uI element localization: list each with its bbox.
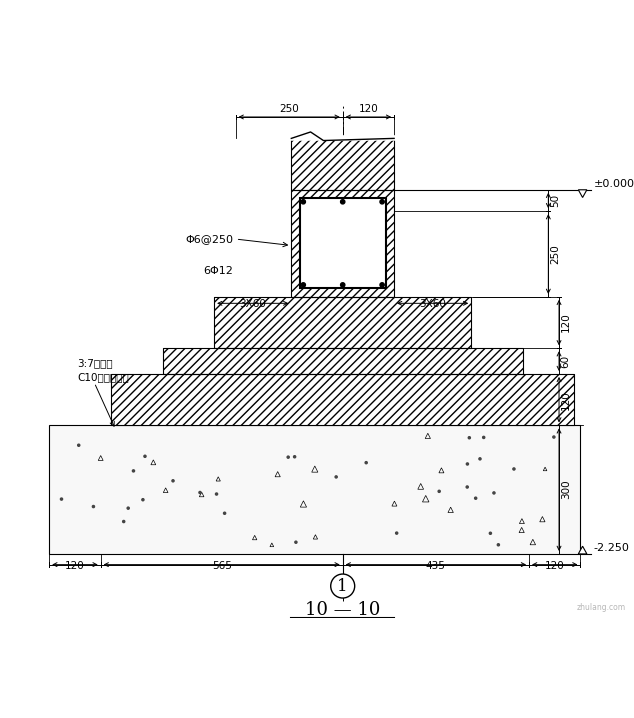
Circle shape (301, 200, 306, 204)
Bar (291, 190, 394, 297)
Circle shape (467, 463, 469, 465)
Text: 60: 60 (560, 355, 571, 368)
Bar (163, 348, 522, 374)
Circle shape (224, 512, 226, 514)
Circle shape (287, 456, 289, 458)
Circle shape (340, 200, 345, 204)
Circle shape (122, 521, 125, 523)
Circle shape (294, 456, 295, 458)
Bar (291, 190, 394, 297)
Circle shape (365, 462, 367, 464)
Circle shape (172, 480, 174, 482)
Bar (49, 425, 581, 554)
Text: zhulang.com: zhulang.com (576, 603, 625, 612)
Text: 250: 250 (280, 104, 299, 114)
Circle shape (127, 507, 129, 509)
Circle shape (475, 497, 477, 499)
Circle shape (331, 574, 354, 598)
Circle shape (199, 491, 201, 493)
Text: 3:7灰土或
C10混凝土垫层: 3:7灰土或 C10混凝土垫层 (77, 358, 129, 382)
Text: 10 — 10: 10 — 10 (305, 600, 380, 619)
Bar (112, 374, 574, 425)
Text: 250: 250 (550, 244, 560, 264)
Text: 120: 120 (560, 313, 571, 332)
Circle shape (77, 444, 80, 447)
Text: 565: 565 (212, 561, 231, 571)
Circle shape (493, 492, 495, 494)
Text: 435: 435 (426, 561, 446, 571)
Polygon shape (578, 546, 587, 554)
Polygon shape (578, 190, 587, 197)
Text: 1: 1 (337, 577, 348, 595)
Text: Φ6@250: Φ6@250 (186, 234, 233, 244)
Circle shape (144, 455, 146, 457)
Text: 6Φ12: 6Φ12 (204, 266, 233, 276)
Circle shape (380, 200, 384, 204)
Circle shape (396, 532, 398, 534)
Circle shape (93, 505, 94, 508)
Text: 120: 120 (65, 561, 85, 571)
Text: 3X60: 3X60 (419, 299, 446, 309)
Circle shape (482, 437, 485, 439)
Text: 50: 50 (550, 194, 560, 207)
Circle shape (438, 490, 440, 493)
Bar (291, 139, 394, 190)
Circle shape (469, 437, 470, 439)
Circle shape (133, 470, 134, 472)
Circle shape (489, 532, 491, 534)
Text: 3X60: 3X60 (239, 299, 266, 309)
Circle shape (553, 436, 555, 438)
Circle shape (301, 283, 306, 287)
Bar (214, 297, 471, 348)
Circle shape (513, 468, 515, 470)
Text: 120: 120 (560, 390, 571, 409)
Text: 300: 300 (560, 480, 571, 500)
Text: 120: 120 (359, 104, 378, 114)
Text: ±0.000: ±0.000 (593, 179, 634, 189)
Text: 120: 120 (545, 561, 565, 571)
Circle shape (335, 476, 337, 478)
Bar (112, 374, 574, 425)
Circle shape (295, 541, 297, 544)
Bar (291, 139, 394, 190)
Bar (300, 198, 385, 289)
Circle shape (479, 458, 481, 460)
Bar (163, 348, 522, 374)
Text: -2.250: -2.250 (593, 543, 629, 553)
Circle shape (60, 498, 63, 500)
Circle shape (216, 493, 217, 495)
Circle shape (466, 486, 469, 488)
Circle shape (380, 283, 384, 287)
Circle shape (497, 544, 500, 546)
Bar (214, 297, 471, 348)
Circle shape (142, 498, 144, 500)
Circle shape (340, 283, 345, 287)
